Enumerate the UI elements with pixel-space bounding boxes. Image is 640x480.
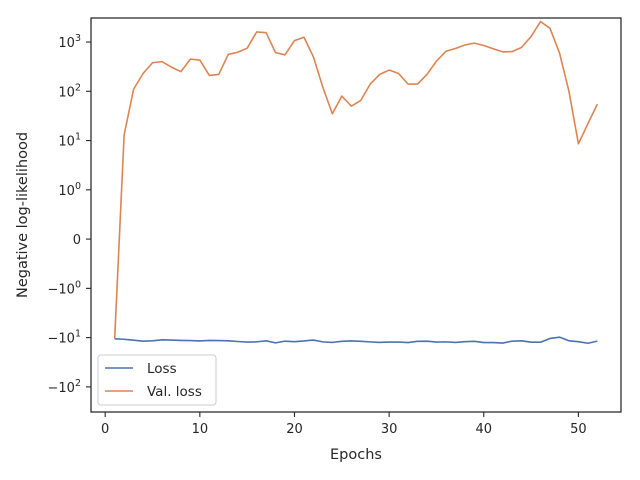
- x-axis-label: Epochs: [330, 447, 382, 463]
- series-line-val-loss: [113, 20, 599, 339]
- x-tick-label: 30: [381, 422, 398, 437]
- y-tick-label: 0: [73, 233, 81, 248]
- series-layer: [113, 20, 599, 345]
- x-tick-label: 50: [570, 422, 587, 437]
- y-tick-label: −101: [48, 329, 81, 347]
- y-axis-label: Negative log-likelihood: [15, 132, 31, 298]
- x-tick-label: 10: [192, 422, 209, 437]
- legend-label-val-loss: Val. loss: [147, 384, 202, 400]
- x-ticks: 0 10 20 30 40 50: [101, 412, 587, 437]
- x-tick-label: 0: [101, 422, 109, 437]
- series-line-loss: [114, 336, 598, 345]
- legend-label-loss: Loss: [147, 361, 177, 377]
- plot-frame: [90, 17, 622, 413]
- x-tick-label: 20: [286, 422, 303, 437]
- x-tick-label: 40: [475, 422, 492, 437]
- y-tick-label: −102: [48, 378, 81, 396]
- y-tick-label: −100: [48, 279, 81, 297]
- legend: Loss Val. loss: [97, 354, 217, 406]
